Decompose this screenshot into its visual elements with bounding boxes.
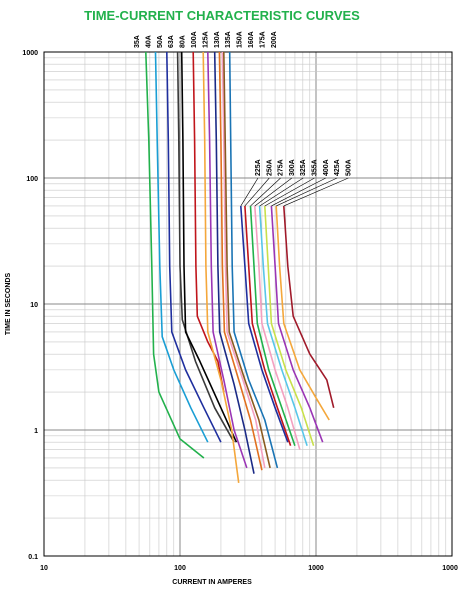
rating-label-80a: 80A <box>180 35 187 48</box>
rating-label-355a: 355A <box>312 159 319 176</box>
rating-label-200a: 200A <box>271 31 278 48</box>
rating-label-125a: 125A <box>202 31 209 48</box>
x-axis-label: CURRENT IN AMPERES <box>172 579 252 586</box>
curve-35a <box>145 51 205 459</box>
rating-label-130a: 130A <box>214 31 221 48</box>
x-tick-label: 100 <box>174 565 186 572</box>
y-tick-label: 1 <box>34 428 38 435</box>
curve-250a <box>244 205 292 446</box>
y-tick-label: 100 <box>26 176 38 183</box>
x-tick-label: 1000 <box>308 565 324 572</box>
rating-label-175a: 175A <box>259 31 266 48</box>
rating-labels: 35A 40A 50A 63A 80A 100A 125A 130A 135A 150A 160A 1… <box>134 31 352 207</box>
y-tick-label: 10 <box>30 302 38 309</box>
curve-100a <box>192 51 225 393</box>
rating-leader-225a <box>240 177 259 207</box>
rating-label-400a: 400A <box>323 159 330 176</box>
curve-355a <box>264 205 315 446</box>
curve-63a <box>176 51 235 443</box>
rating-leader-400a <box>271 177 326 207</box>
rating-leader-500a <box>283 177 349 207</box>
rating-leader-425a <box>276 177 338 207</box>
curve-175a <box>223 51 271 469</box>
rating-leader-325a <box>259 177 304 207</box>
rating-label-50a: 50A <box>157 35 164 48</box>
y-tick-label: 0.1 <box>28 554 38 561</box>
rating-label-160a: 160A <box>248 31 255 48</box>
rating-label-40a: 40A <box>145 35 152 48</box>
grid <box>44 52 452 556</box>
curve-300a <box>254 205 301 450</box>
y-axis-label: TIME IN SECONDS <box>5 273 12 336</box>
rating-label-63a: 63A <box>168 35 175 48</box>
curve-150a <box>218 51 263 471</box>
rating-leader-250a <box>244 177 270 207</box>
rating-leader-355a <box>264 177 315 207</box>
chart-title: TIME-CURRENT CHARACTERISTIC CURVES <box>84 8 360 23</box>
curve-130a <box>207 51 248 469</box>
rating-label-275a: 275A <box>278 159 285 176</box>
curve-125a <box>202 51 240 484</box>
curve-160a <box>221 51 266 469</box>
rating-leader-300a <box>254 177 293 207</box>
rating-leader-275a <box>250 177 281 207</box>
rating-label-100a: 100A <box>191 31 198 48</box>
curve-135a <box>213 51 255 474</box>
curve-425a <box>275 205 330 421</box>
curve-325a <box>258 205 308 446</box>
rating-label-150a: 150A <box>237 31 244 48</box>
rating-label-250a: 250A <box>266 159 273 176</box>
rating-label-300a: 300A <box>289 159 296 176</box>
curve-400a <box>270 205 324 443</box>
y-tick-label: 1000 <box>22 50 38 57</box>
curve-50a <box>166 51 222 443</box>
x-tick-label: 10 <box>40 565 48 572</box>
rating-label-135a: 135A <box>225 31 232 48</box>
rating-label-425a: 425A <box>334 159 341 176</box>
rating-label-500a: 500A <box>345 159 352 176</box>
curve-40a <box>154 51 209 443</box>
curve-80a <box>180 51 238 443</box>
curve-275a <box>249 205 296 446</box>
rating-label-225a: 225A <box>255 159 262 176</box>
curve-200a <box>228 51 279 469</box>
plot-frame <box>43 51 453 557</box>
curves <box>145 51 335 484</box>
rating-label-325a: 325A <box>300 159 307 176</box>
curve-500a <box>283 205 335 408</box>
curve-225a <box>240 205 289 443</box>
rating-label-35a: 35A <box>134 35 141 48</box>
